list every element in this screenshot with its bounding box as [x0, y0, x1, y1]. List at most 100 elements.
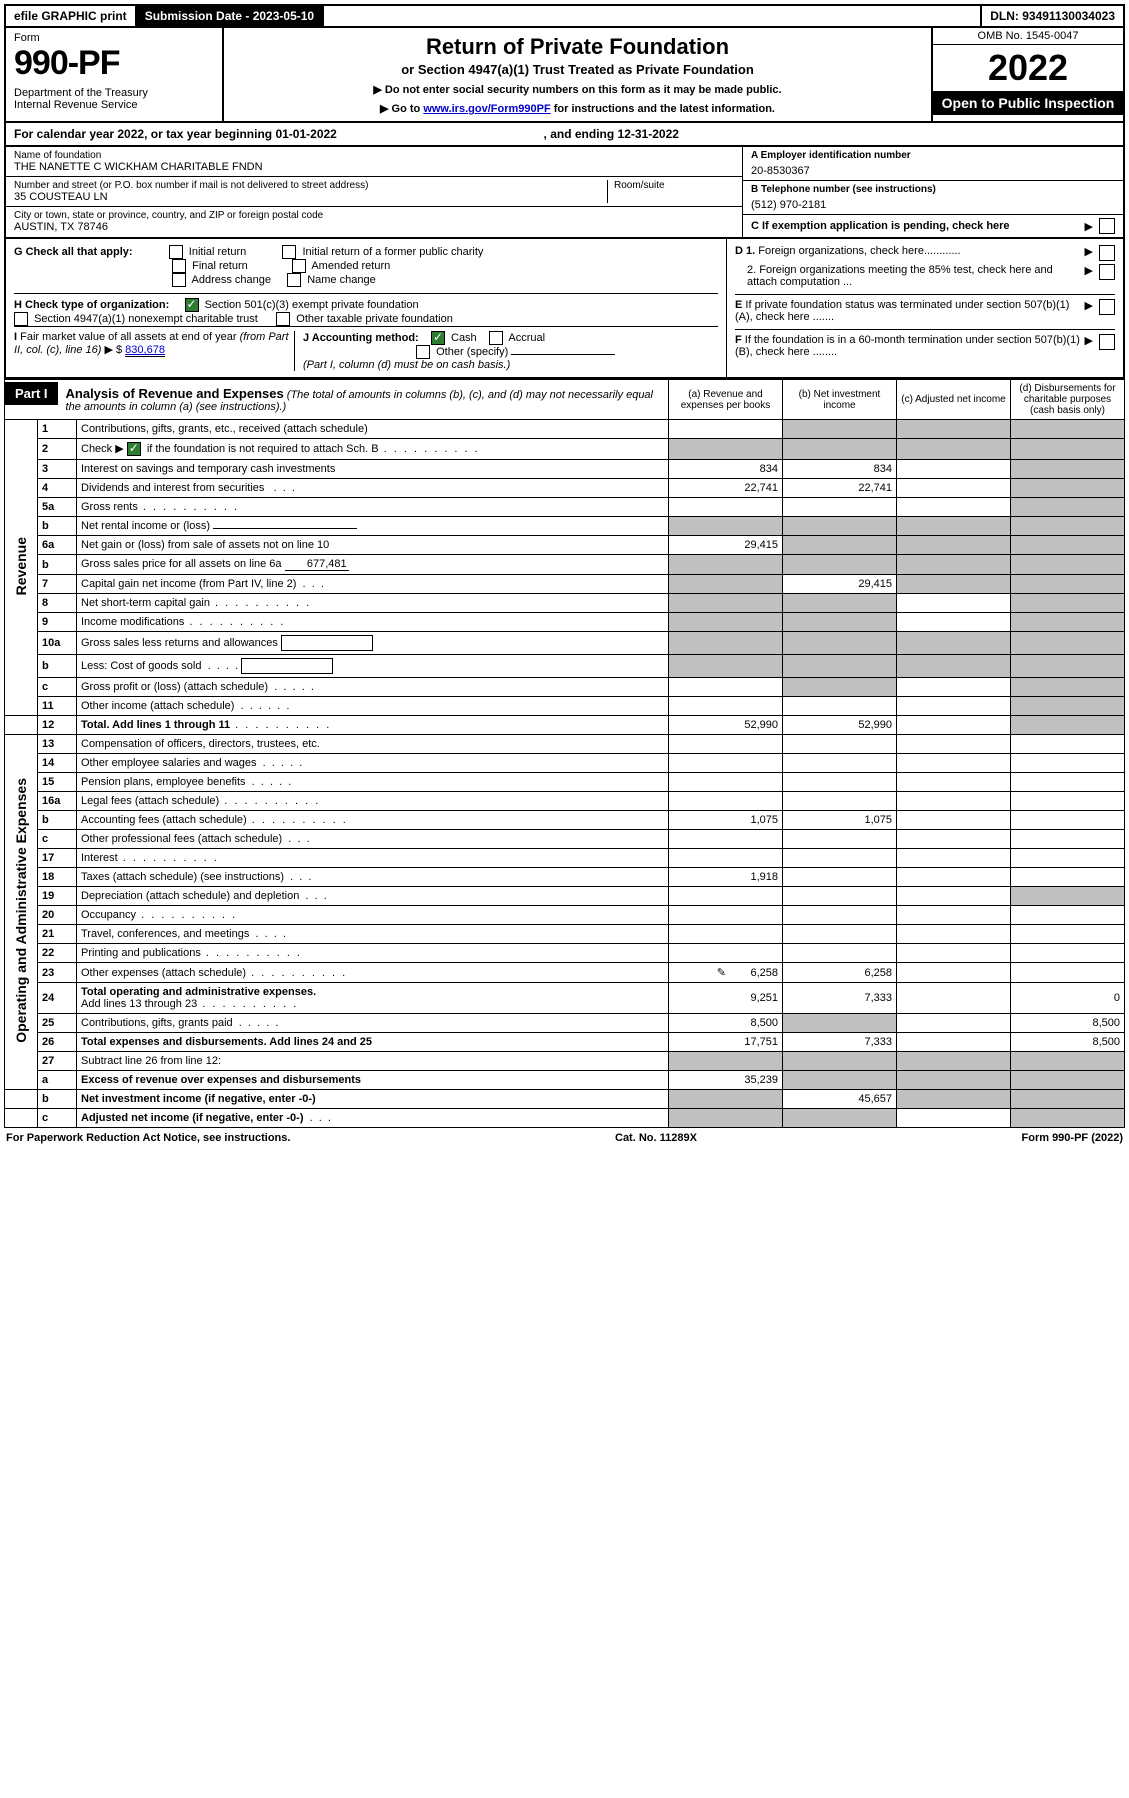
f-checkbox[interactable]	[1099, 334, 1115, 350]
form-subtitle: or Section 4947(a)(1) Trust Treated as P…	[232, 62, 923, 77]
form-label: Form	[14, 32, 214, 44]
dln: DLN: 93491130034023	[982, 6, 1123, 26]
foundation-name-row: Name of foundation THE NANETTE C WICKHAM…	[6, 147, 742, 177]
row-23: 23 Other expenses (attach schedule) ✎ 6,…	[5, 963, 1125, 983]
row-6a: 6a Net gain or (loss) from sale of asset…	[5, 536, 1125, 555]
instructions-link[interactable]: www.irs.gov/Form990PF	[423, 103, 550, 115]
row-13: Operating and Administrative Expenses 13…	[5, 735, 1125, 754]
other-taxable-checkbox[interactable]	[276, 312, 290, 326]
gross-sales-value: 677,481	[285, 558, 349, 571]
row-27c: c Adjusted net income (if negative, ente…	[5, 1109, 1125, 1128]
spacer	[324, 6, 982, 26]
efile-print[interactable]: efile GRAPHIC print	[6, 6, 137, 26]
paperwork-notice: For Paperwork Reduction Act Notice, see …	[6, 1132, 290, 1144]
501c3-checkbox[interactable]	[185, 298, 199, 312]
check-right: D 1. Foreign organizations, check here..…	[726, 239, 1123, 377]
part1-label: Part I	[5, 382, 58, 405]
form-number: 990-PF	[14, 44, 214, 83]
row-4: 4 Dividends and interest from securities…	[5, 479, 1125, 498]
amended-return-checkbox[interactable]	[292, 259, 306, 273]
sch-b-checkbox[interactable]	[127, 442, 141, 456]
row-15: 15 Pension plans, employee benefits . . …	[5, 773, 1125, 792]
row-16b: b Accounting fees (attach schedule) 1,07…	[5, 811, 1125, 830]
city-state-zip: AUSTIN, TX 78746	[14, 221, 734, 233]
row-10b: b Less: Cost of goods sold . . . .	[5, 655, 1125, 678]
g-label: G Check all that apply:	[14, 246, 133, 258]
exemption-checkbox[interactable]	[1099, 218, 1115, 234]
col-a-header: (a) Revenue and expenses per books	[669, 380, 783, 420]
d2-checkbox[interactable]	[1099, 264, 1115, 280]
phone: (512) 970-2181	[751, 195, 1115, 211]
row-21: 21 Travel, conferences, and meetings . .…	[5, 925, 1125, 944]
fmv-link[interactable]: 830,678	[125, 344, 165, 357]
city-row: City or town, state or province, country…	[6, 207, 742, 236]
info-right: A Employer identification number 20-8530…	[742, 147, 1123, 237]
accrual-checkbox[interactable]	[489, 331, 503, 345]
h-label: H Check type of organization:	[14, 299, 169, 311]
ein-row: A Employer identification number 20-8530…	[743, 147, 1123, 181]
e-checkbox[interactable]	[1099, 299, 1115, 315]
form-header: Form 990-PF Department of the TreasuryIn…	[4, 28, 1125, 123]
submission-date: Submission Date - 2023-05-10	[137, 6, 324, 26]
row-2: 2 Check ▶ if the foundation is not requi…	[5, 439, 1125, 460]
row-11: 11 Other income (attach schedule) . . . …	[5, 697, 1125, 716]
row-14: 14 Other employee salaries and wages . .…	[5, 754, 1125, 773]
row-10c: c Gross profit or (loss) (attach schedul…	[5, 678, 1125, 697]
row-10a: 10a Gross sales less returns and allowan…	[5, 632, 1125, 655]
arrow-icon: ▶	[1085, 245, 1093, 258]
address-row: Number and street (or P.O. box number if…	[6, 177, 742, 207]
row-7: 7 Capital gain net income (from Part IV,…	[5, 575, 1125, 594]
header-left: Form 990-PF Department of the TreasuryIn…	[6, 28, 224, 121]
note-link: ▶ Go to www.irs.gov/Form990PF for instru…	[232, 102, 923, 115]
row-22: 22 Printing and publications	[5, 944, 1125, 963]
final-return-checkbox[interactable]	[172, 259, 186, 273]
info-left: Name of foundation THE NANETTE C WICKHAM…	[6, 147, 742, 237]
col-c-header: (c) Adjusted net income	[897, 380, 1011, 420]
row-1: Revenue 1 Contributions, gifts, grants, …	[5, 420, 1125, 439]
cat-no: Cat. No. 11289X	[615, 1132, 697, 1144]
row-6b: b Gross sales price for all assets on li…	[5, 555, 1125, 575]
row-12: 12 Total. Add lines 1 through 11 52,9905…	[5, 716, 1125, 735]
initial-public-checkbox[interactable]	[282, 245, 296, 259]
footer: For Paperwork Reduction Act Notice, see …	[4, 1128, 1125, 1148]
check-left: G Check all that apply: Initial return I…	[6, 239, 726, 377]
top-bar: efile GRAPHIC print Submission Date - 20…	[4, 4, 1125, 28]
address-change-checkbox[interactable]	[172, 273, 186, 287]
phone-row: B Telephone number (see instructions) (5…	[743, 181, 1123, 215]
row-16a: 16a Legal fees (attach schedule)	[5, 792, 1125, 811]
row-26: 26 Total expenses and disbursements. Add…	[5, 1033, 1125, 1052]
attachment-icon[interactable]: ✎	[717, 966, 726, 979]
4947-checkbox[interactable]	[14, 312, 28, 326]
row-24: 24 Total operating and administrative ex…	[5, 983, 1125, 1014]
calendar-year-row: For calendar year 2022, or tax year begi…	[4, 123, 1125, 147]
exemption-pending-row: C If exemption application is pending, c…	[743, 215, 1123, 237]
d1-checkbox[interactable]	[1099, 245, 1115, 261]
expenses-side-label: Operating and Administrative Expenses	[13, 778, 29, 1043]
part1-table: Part I Analysis of Revenue and Expenses …	[4, 379, 1125, 1128]
row-16c: c Other professional fees (attach schedu…	[5, 830, 1125, 849]
col-b-header: (b) Net investment income	[783, 380, 897, 420]
row-27a: a Excess of revenue over expenses and di…	[5, 1071, 1125, 1090]
row-3: 3 Interest on savings and temporary cash…	[5, 460, 1125, 479]
year-begin: 01-01-2022	[275, 127, 336, 141]
row-27b: b Net investment income (if negative, en…	[5, 1090, 1125, 1109]
info-section: Name of foundation THE NANETTE C WICKHAM…	[4, 147, 1125, 239]
row-18: 18 Taxes (attach schedule) (see instruct…	[5, 868, 1125, 887]
header-right: OMB No. 1545-0047 2022 Open to Public In…	[931, 28, 1123, 121]
name-change-checkbox[interactable]	[287, 273, 301, 287]
omb-number: OMB No. 1545-0047	[933, 28, 1123, 45]
check-section: G Check all that apply: Initial return I…	[4, 239, 1125, 379]
foundation-name: THE NANETTE C WICKHAM CHARITABLE FNDN	[14, 161, 734, 173]
arrow-icon: ▶	[1085, 220, 1093, 233]
tax-year: 2022	[933, 45, 1123, 91]
row-8: 8 Net short-term capital gain	[5, 594, 1125, 613]
arrow-icon: ▶	[1085, 264, 1093, 277]
initial-return-checkbox[interactable]	[169, 245, 183, 259]
row-20: 20 Occupancy	[5, 906, 1125, 925]
header-center: Return of Private Foundation or Section …	[224, 28, 931, 121]
cash-checkbox[interactable]	[431, 331, 445, 345]
row-27: 27 Subtract line 26 from line 12:	[5, 1052, 1125, 1071]
row-17: 17 Interest	[5, 849, 1125, 868]
open-to-public: Open to Public Inspection	[933, 91, 1123, 115]
other-method-checkbox[interactable]	[416, 345, 430, 359]
